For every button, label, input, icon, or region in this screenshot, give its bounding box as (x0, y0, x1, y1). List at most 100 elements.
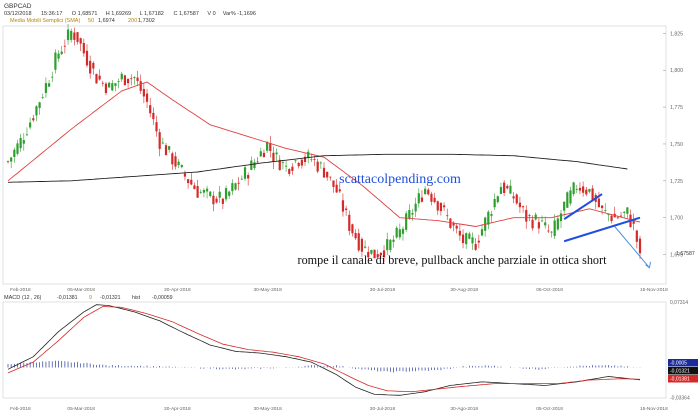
candle-body (376, 254, 379, 258)
candle-body (600, 205, 604, 209)
symbol-label: GBPCAD (4, 3, 32, 10)
candle-body (408, 209, 411, 219)
date-tick-label: Feb-2018 (10, 287, 31, 293)
candle-body (487, 211, 490, 225)
candle-body (111, 83, 114, 91)
candle-body (474, 244, 477, 250)
watermark-link[interactable]: scattacolpending.com (339, 172, 461, 187)
candle-body (177, 161, 180, 166)
candle-body (104, 83, 108, 94)
candle-body (82, 42, 85, 54)
macd-tag-label: -0,0005 (670, 361, 687, 367)
candle-body (25, 134, 29, 136)
candle-body (559, 213, 563, 222)
candle-body (515, 194, 518, 204)
candle-body (183, 173, 187, 177)
macd-tag-label: -0,01381 (670, 377, 690, 383)
candle-body (22, 140, 25, 144)
macd-title: MACD (4, 295, 20, 301)
candle-body (401, 228, 405, 234)
candle-body (85, 50, 89, 66)
candle-body (521, 206, 525, 208)
candle-body (379, 252, 382, 256)
candle-body (202, 189, 206, 193)
ohlc-value: O 1,68571 (72, 11, 98, 17)
candle-body (477, 240, 480, 243)
candle-body (38, 102, 41, 108)
candle-body (392, 239, 395, 242)
candle-body (398, 229, 401, 238)
candle-body (139, 81, 142, 91)
candle-body (300, 159, 303, 166)
candle-body (414, 203, 417, 212)
candle-body (174, 156, 177, 167)
candle-body (180, 164, 183, 168)
candle-body (243, 167, 247, 179)
candle-body (120, 73, 123, 80)
candle-body (370, 249, 373, 254)
macd-readout-value: -0,01321 (100, 295, 121, 301)
candle-body (54, 52, 57, 70)
trend-channel (563, 193, 641, 243)
candle-body (256, 161, 259, 163)
candle-body (382, 250, 386, 258)
candle-body (436, 201, 439, 211)
candle-body (29, 122, 32, 128)
candle-body (588, 189, 591, 192)
candle-body (471, 237, 474, 244)
candle-body (367, 251, 370, 258)
macd-date-label: 05-Oct-2018 (536, 406, 563, 412)
arrow-head (645, 261, 651, 269)
candle-body (259, 151, 262, 157)
candle-body (386, 239, 389, 251)
macd-date-label: 30-May-2018 (254, 406, 283, 412)
candle-body (550, 231, 553, 233)
ohlc-value: C 1,67587 (174, 11, 199, 17)
sma-periods: 50 1,6974 200 1,7302 (88, 18, 155, 24)
candle-body (310, 159, 313, 161)
candle-body (455, 225, 458, 229)
candle-body (626, 207, 629, 214)
candle-body (566, 192, 569, 208)
candle-body (284, 165, 288, 167)
candle-body (420, 197, 424, 202)
candle-body (161, 142, 164, 144)
candle-body (433, 197, 436, 203)
candle-body (89, 60, 92, 74)
ohlc-value: 15:36:17 (41, 11, 62, 17)
price-panel (2, 25, 667, 285)
macd-readout-value: -0,00059 (152, 295, 173, 301)
candle-body (547, 230, 550, 232)
candle-body (503, 182, 506, 193)
date-tick-label: 30-Apr-2018 (164, 287, 191, 293)
price-tick-label: 1,700 (670, 216, 683, 222)
candle-body (281, 162, 285, 164)
candle-body (101, 82, 104, 84)
ohlc-value: L 1,67182 (140, 11, 164, 17)
ohlc-value: V 0 (207, 11, 215, 17)
moving-averages (7, 81, 641, 227)
candle-body (556, 218, 559, 230)
candle-body (395, 227, 398, 238)
candle-body (329, 176, 332, 178)
macd-value-tags: -0,0005 -0,01321 -0,01381 (668, 359, 698, 383)
candle-body (266, 141, 269, 151)
candle-body (288, 169, 291, 174)
candle-body (610, 215, 613, 222)
candle-body (468, 233, 471, 239)
candle-body (632, 220, 635, 224)
price-tick-label: 1,800 (670, 68, 683, 74)
macd-y-axis: 0,07314 -0,03364 (670, 300, 690, 402)
candle-body (582, 186, 585, 193)
candle-body (117, 81, 120, 82)
candle-body (348, 214, 351, 231)
candle-body (6, 161, 10, 163)
candle-body (480, 229, 484, 236)
price-y-axis: 1,825 1,800 1,775 1,750 1,725 1,700 1,675 (663, 31, 683, 259)
candle-body (35, 106, 38, 116)
candle-body (575, 188, 578, 190)
candle-body (354, 232, 357, 239)
price-tick-label: 1,750 (670, 142, 683, 148)
candle-body (278, 159, 281, 171)
